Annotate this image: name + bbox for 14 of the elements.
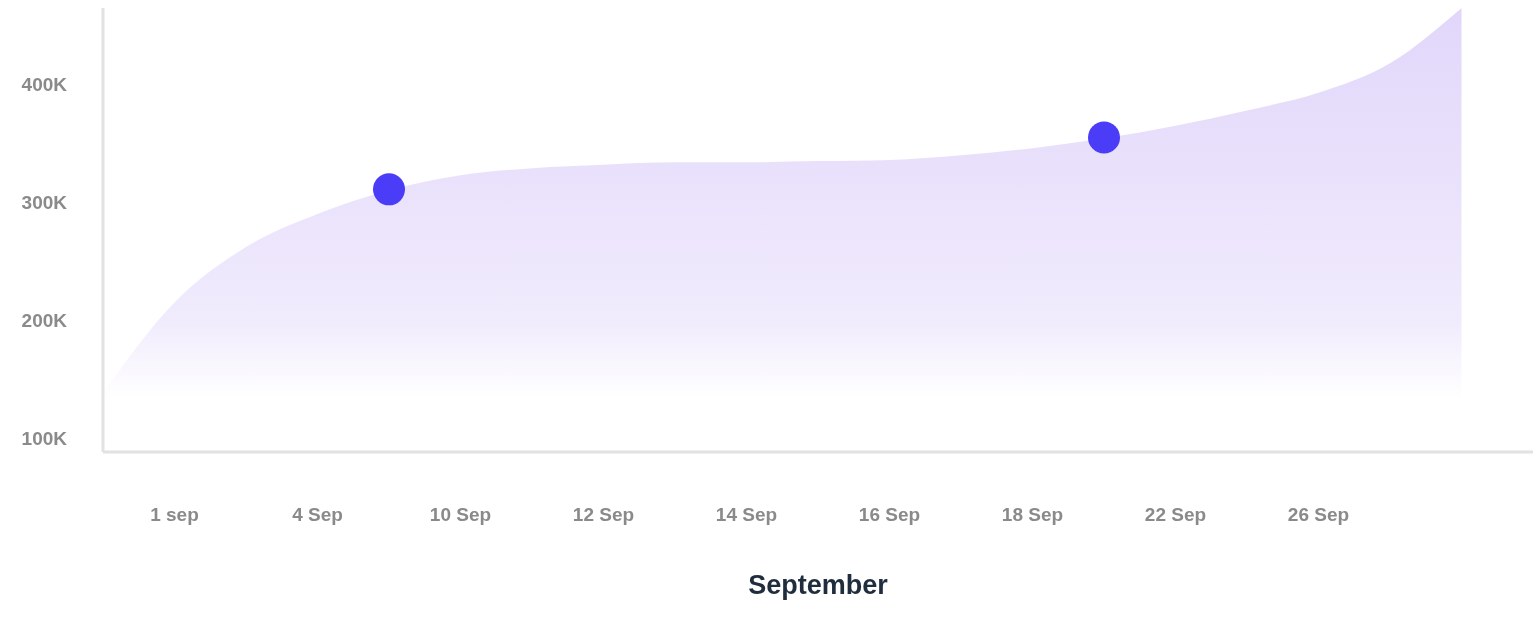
x-tick-label: 14 Sep [715,504,778,526]
x-tick-label: 22 Sep [1144,504,1207,526]
x-tick-label: 1 sep [150,504,199,526]
y-tick-label: 100K [21,427,68,449]
y-tick-label: 200K [21,309,68,331]
x-tick-label: 12 Sep [572,504,635,526]
x-tick-label: 4 Sep [292,504,343,526]
y-tick-label: 300K [21,192,68,214]
x-tick-label: 18 Sep [1001,504,1064,526]
x-tick-label: 10 Sep [429,504,492,526]
y-tick-label: 400K [21,74,68,96]
x-axis-title: September [748,570,889,600]
x-tick-label: 26 Sep [1287,504,1350,526]
x-tick-label: 16 Sep [858,504,921,526]
